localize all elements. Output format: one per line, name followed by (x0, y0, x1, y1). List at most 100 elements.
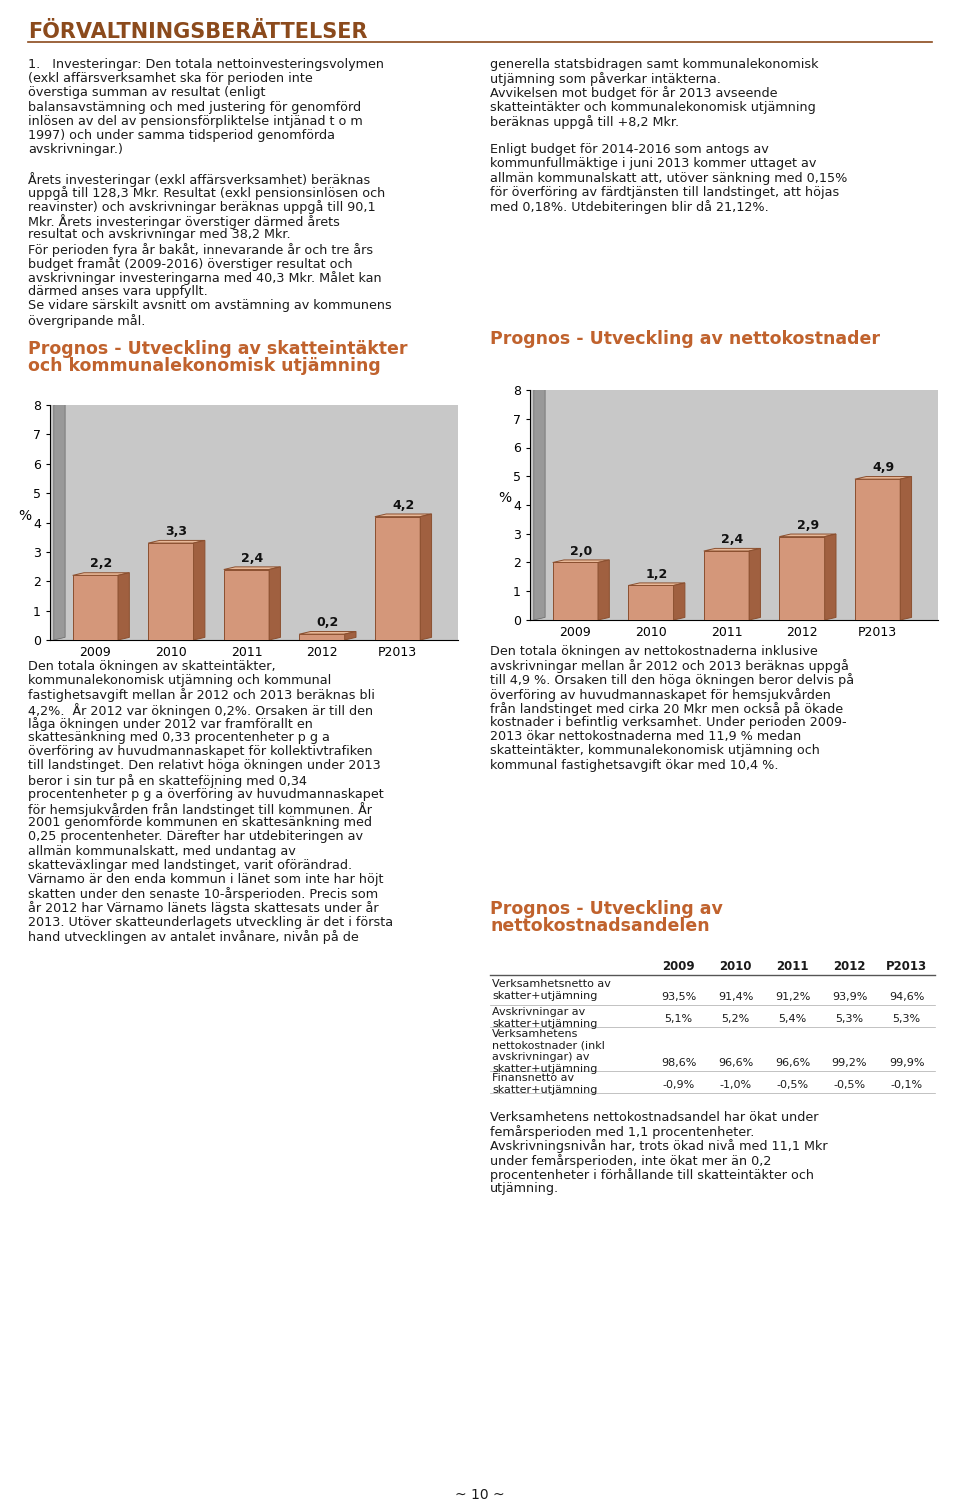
Text: hand utvecklingen av antalet invånare, nivån på de: hand utvecklingen av antalet invånare, n… (28, 930, 359, 943)
Text: därmed anses vara uppfyllt.: därmed anses vara uppfyllt. (28, 286, 207, 298)
Polygon shape (345, 632, 356, 640)
Text: överföring av huvudmannaskapet för kollektivtrafiken: överföring av huvudmannaskapet för kolle… (28, 745, 372, 758)
Text: från landstinget med cirka 20 Mkr men också på ökade: från landstinget med cirka 20 Mkr men oc… (490, 702, 843, 715)
Text: budget framåt (2009-2016) överstiger resultat och: budget framåt (2009-2016) överstiger res… (28, 257, 352, 271)
Text: generella statsbidragen samt kommunalekonomisk: generella statsbidragen samt kommunaleko… (490, 57, 819, 71)
Polygon shape (855, 476, 912, 479)
Text: procentenheter p g a överföring av huvudmannaskapet: procentenheter p g a överföring av huvud… (28, 788, 384, 801)
Polygon shape (628, 584, 684, 585)
Text: 3,3: 3,3 (165, 525, 187, 538)
Text: Mkr. Årets investeringar överstiger därmed årets: Mkr. Årets investeringar överstiger därm… (28, 215, 340, 230)
Text: Verksamhetens nettokostnadsandel har ökat under: Verksamhetens nettokostnadsandel har öka… (490, 1111, 819, 1123)
Text: skatteväxlingar med landstinget, varit oförändrad.: skatteväxlingar med landstinget, varit o… (28, 859, 352, 872)
Text: 5,3%: 5,3% (893, 1015, 921, 1024)
Text: Verksamhetens
nettokostnader (inkl
avskrivningar) av
skatter+utjämning: Verksamhetens nettokostnader (inkl avskr… (492, 1030, 605, 1074)
Text: Verksamhetsnetto av
skatter+utjämning: Verksamhetsnetto av skatter+utjämning (492, 978, 611, 1001)
Bar (300, 634, 345, 640)
Text: 2,2: 2,2 (90, 558, 112, 570)
Text: beräknas uppgå till +8,2 Mkr.: beräknas uppgå till +8,2 Mkr. (490, 115, 679, 129)
Text: låga ökningen under 2012 var framförallt en: låga ökningen under 2012 var framförallt… (28, 717, 313, 730)
Text: Avskrivningsnivån har, trots ökad nivå med 11,1 Mkr: Avskrivningsnivån har, trots ökad nivå m… (490, 1140, 828, 1154)
Text: Värnamo är den enda kommun i länet som inte har höjt: Värnamo är den enda kommun i länet som i… (28, 872, 383, 886)
Text: 91,2%: 91,2% (775, 992, 810, 1002)
Text: kommunfullmäktige i juni 2013 kommer uttaget av: kommunfullmäktige i juni 2013 kommer utt… (490, 157, 816, 171)
Polygon shape (300, 632, 356, 634)
Text: FÖRVALTNINGSBERÄTTELSER: FÖRVALTNINGSBERÄTTELSER (28, 23, 368, 42)
Text: 99,2%: 99,2% (831, 1058, 867, 1067)
Text: avskrivningar investeringarna med 40,3 Mkr. Målet kan: avskrivningar investeringarna med 40,3 M… (28, 271, 382, 284)
Text: 4,2: 4,2 (392, 499, 415, 511)
Text: 96,6%: 96,6% (775, 1058, 810, 1067)
Text: 5,4%: 5,4% (779, 1015, 806, 1024)
Text: allmän kommunalskatt, med undantag av: allmän kommunalskatt, med undantag av (28, 845, 296, 857)
Text: 2012: 2012 (833, 960, 866, 974)
Text: fastighetsavgift mellan år 2012 och 2013 beräknas bli: fastighetsavgift mellan år 2012 och 2013… (28, 688, 374, 703)
Text: Årets investeringar (exkl affärsverksamhet) beräknas: Årets investeringar (exkl affärsverksamh… (28, 171, 371, 186)
Text: 2001 genomförde kommunen en skattesänkning med: 2001 genomförde kommunen en skattesänkni… (28, 816, 372, 829)
Text: -0,5%: -0,5% (777, 1080, 808, 1090)
Text: nettokostnadsandelen: nettokostnadsandelen (490, 916, 709, 934)
Text: skattesänkning med 0,33 procentenheter p g a: skattesänkning med 0,33 procentenheter p… (28, 730, 330, 744)
Polygon shape (148, 540, 204, 543)
Text: för överföring av färdtjänsten till landstinget, att höjas: för överföring av färdtjänsten till land… (490, 186, 839, 198)
Text: år 2012 har Värnamo länets lägsta skattesats under år: år 2012 har Värnamo länets lägsta skatte… (28, 901, 378, 915)
Bar (553, 562, 598, 620)
Text: Prognos - Utveckling av nettokostnader: Prognos - Utveckling av nettokostnader (490, 330, 880, 348)
Polygon shape (420, 514, 432, 640)
Text: resultat och avskrivningar med 38,2 Mkr.: resultat och avskrivningar med 38,2 Mkr. (28, 228, 291, 242)
Text: 5,1%: 5,1% (664, 1015, 692, 1024)
Text: femårsperioden med 1,1 procentenheter.: femårsperioden med 1,1 procentenheter. (490, 1125, 755, 1139)
Text: för hemsjukvården från landstinget till kommunen. År: för hemsjukvården från landstinget till … (28, 801, 372, 816)
Text: 93,9%: 93,9% (831, 992, 867, 1002)
Text: Prognos - Utveckling av: Prognos - Utveckling av (490, 900, 723, 918)
Text: 99,9%: 99,9% (889, 1058, 924, 1067)
Polygon shape (780, 534, 836, 537)
Text: 5,2%: 5,2% (721, 1015, 750, 1024)
Text: 2010: 2010 (719, 960, 752, 974)
Text: Finansnetto av
skatter+utjämning: Finansnetto av skatter+utjämning (492, 1074, 597, 1095)
Polygon shape (269, 567, 280, 640)
Text: 91,4%: 91,4% (718, 992, 754, 1002)
Bar (224, 570, 269, 640)
Text: 2,0: 2,0 (570, 544, 592, 558)
Polygon shape (825, 534, 836, 620)
Bar (628, 585, 674, 620)
Text: med 0,18%. Utdebiteringen blir då 21,12%.: med 0,18%. Utdebiteringen blir då 21,12%… (490, 200, 769, 215)
Text: Den totala ökningen av nettokostnaderna inklusive: Den totala ökningen av nettokostnaderna … (490, 646, 818, 658)
Text: överstiga summan av resultat (enligt: överstiga summan av resultat (enligt (28, 86, 266, 100)
Text: 96,6%: 96,6% (718, 1058, 754, 1067)
Text: Den totala ökningen av skatteintäkter,: Den totala ökningen av skatteintäkter, (28, 661, 276, 673)
Text: överföring av huvudmannaskapet för hemsjukvården: överföring av huvudmannaskapet för hemsj… (490, 688, 830, 702)
Text: 1997) och under samma tidsperiod genomförda: 1997) och under samma tidsperiod genomfö… (28, 129, 335, 142)
Text: 2011: 2011 (777, 960, 808, 974)
Text: under femårsperioden, inte ökat mer än 0,2: under femårsperioden, inte ökat mer än 0… (490, 1154, 772, 1167)
Text: 1.   Investeringar: Den totala nettoinvesteringsvolymen: 1. Investeringar: Den totala nettoinvest… (28, 57, 384, 71)
Text: och kommunalekonomisk utjämning: och kommunalekonomisk utjämning (28, 357, 381, 375)
Bar (148, 543, 194, 640)
Text: Se vidare särskilt avsnitt om avstämning av kommunens: Se vidare särskilt avsnitt om avstämning… (28, 299, 392, 313)
Text: procentenheter i förhållande till skatteintäkter och: procentenheter i förhållande till skatte… (490, 1167, 814, 1182)
Text: utjämning.: utjämning. (490, 1182, 559, 1194)
Text: -0,9%: -0,9% (662, 1080, 695, 1090)
Polygon shape (224, 567, 280, 570)
Text: Avskrivningar av
skatter+utjämning: Avskrivningar av skatter+utjämning (492, 1007, 597, 1028)
Text: avskrivningar.): avskrivningar.) (28, 144, 123, 156)
Text: 4,9: 4,9 (872, 461, 895, 475)
Text: övergripande mål.: övergripande mål. (28, 313, 145, 328)
Text: skatten under den senaste 10-årsperioden. Precis som: skatten under den senaste 10-årsperioden… (28, 888, 378, 901)
Bar (73, 576, 118, 640)
Text: inlösen av del av pensionsförpliktelse intjänad t o m: inlösen av del av pensionsförpliktelse i… (28, 115, 363, 129)
Bar (855, 479, 900, 620)
Polygon shape (118, 573, 130, 640)
Text: 4,2%.  År 2012 var ökningen 0,2%. Orsaken är till den: 4,2%. År 2012 var ökningen 0,2%. Orsaken… (28, 703, 373, 718)
Text: balansavstämning och med justering för genomförd: balansavstämning och med justering för g… (28, 101, 361, 113)
Text: 94,6%: 94,6% (889, 992, 924, 1002)
Text: 2,9: 2,9 (797, 519, 819, 532)
Polygon shape (553, 559, 610, 562)
Polygon shape (73, 573, 130, 576)
Polygon shape (674, 584, 684, 620)
Text: 5,3%: 5,3% (835, 1015, 864, 1024)
Text: till landstinget. Den relativt höga ökningen under 2013: till landstinget. Den relativt höga ökni… (28, 759, 381, 773)
Text: skatteintäkter, kommunalekonomisk utjämning och: skatteintäkter, kommunalekonomisk utjämn… (490, 744, 820, 758)
Text: 93,5%: 93,5% (660, 992, 696, 1002)
